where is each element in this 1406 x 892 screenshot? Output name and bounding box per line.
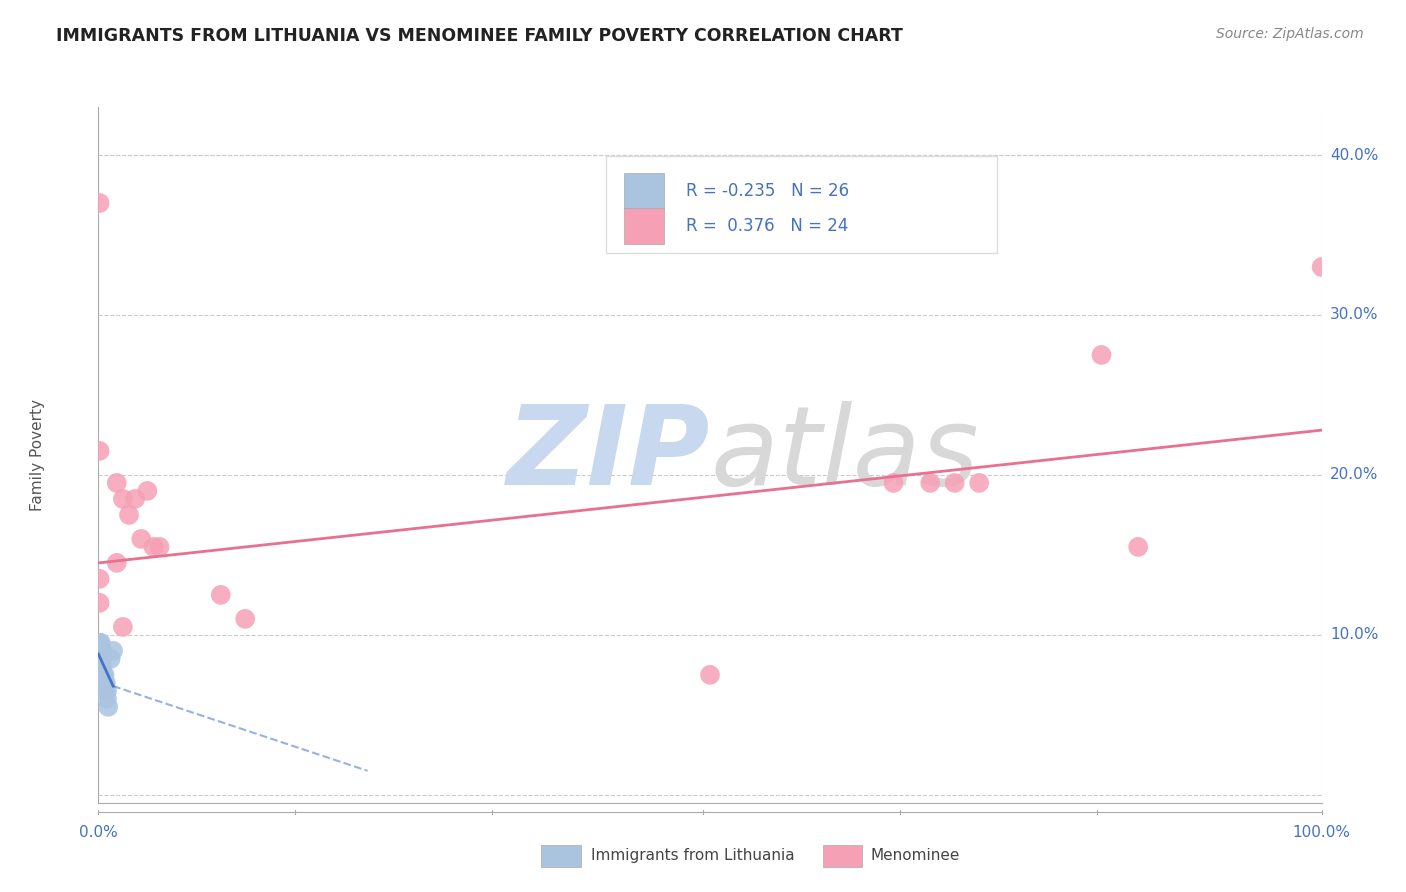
Text: 40.0%: 40.0% <box>1330 147 1378 162</box>
Point <box>89 660 111 674</box>
Point <box>920 475 942 490</box>
Point <box>129 532 152 546</box>
Text: 0.0%: 0.0% <box>79 825 118 840</box>
Point <box>118 508 141 522</box>
Text: R =  0.376   N = 24: R = 0.376 N = 24 <box>686 217 848 235</box>
Point <box>89 596 111 610</box>
Text: atlas: atlas <box>710 401 979 508</box>
Bar <box>624 173 664 210</box>
Point <box>90 668 112 682</box>
Text: ZIP: ZIP <box>506 401 710 508</box>
Point <box>883 475 905 490</box>
Point <box>89 636 111 650</box>
Point <box>89 652 111 666</box>
Point <box>209 588 232 602</box>
Point <box>1090 348 1112 362</box>
Point <box>97 699 120 714</box>
Point <box>699 668 721 682</box>
Point <box>91 676 114 690</box>
Point <box>943 475 966 490</box>
Point <box>136 483 159 498</box>
FancyBboxPatch shape <box>606 156 997 253</box>
Point <box>93 668 115 682</box>
Point <box>91 668 114 682</box>
Text: R = -0.235   N = 26: R = -0.235 N = 26 <box>686 182 849 200</box>
Point <box>96 691 118 706</box>
Text: 20.0%: 20.0% <box>1330 467 1378 483</box>
Point <box>93 676 115 690</box>
Point <box>90 644 112 658</box>
Point <box>90 636 112 650</box>
Point <box>91 644 114 658</box>
Text: 10.0%: 10.0% <box>1330 627 1378 642</box>
Point <box>111 620 134 634</box>
Text: 100.0%: 100.0% <box>1292 825 1351 840</box>
Text: Immigrants from Lithuania: Immigrants from Lithuania <box>591 848 794 863</box>
Point <box>89 572 111 586</box>
Point <box>1310 260 1333 274</box>
Point <box>89 676 111 690</box>
Point <box>91 660 114 674</box>
Text: Source: ZipAtlas.com: Source: ZipAtlas.com <box>1216 27 1364 41</box>
Point <box>96 683 118 698</box>
Point <box>91 652 114 666</box>
Point <box>1128 540 1150 554</box>
Point <box>967 475 990 490</box>
Point <box>105 556 128 570</box>
Point <box>100 652 122 666</box>
Text: Menominee: Menominee <box>870 848 960 863</box>
Point <box>89 196 111 211</box>
Point <box>101 644 124 658</box>
Bar <box>624 208 664 244</box>
Point <box>105 475 128 490</box>
Point <box>94 676 117 690</box>
Point <box>89 644 111 658</box>
Point <box>149 540 172 554</box>
Text: Family Poverty: Family Poverty <box>30 399 45 511</box>
Point <box>124 491 146 506</box>
Point <box>89 444 111 458</box>
Point <box>94 683 117 698</box>
Point <box>90 660 112 674</box>
Point <box>142 540 165 554</box>
Text: IMMIGRANTS FROM LITHUANIA VS MENOMINEE FAMILY POVERTY CORRELATION CHART: IMMIGRANTS FROM LITHUANIA VS MENOMINEE F… <box>56 27 903 45</box>
Point <box>90 652 112 666</box>
Point <box>89 668 111 682</box>
Point <box>111 491 134 506</box>
Point <box>233 612 256 626</box>
Text: 30.0%: 30.0% <box>1330 308 1378 323</box>
Point <box>91 683 114 698</box>
